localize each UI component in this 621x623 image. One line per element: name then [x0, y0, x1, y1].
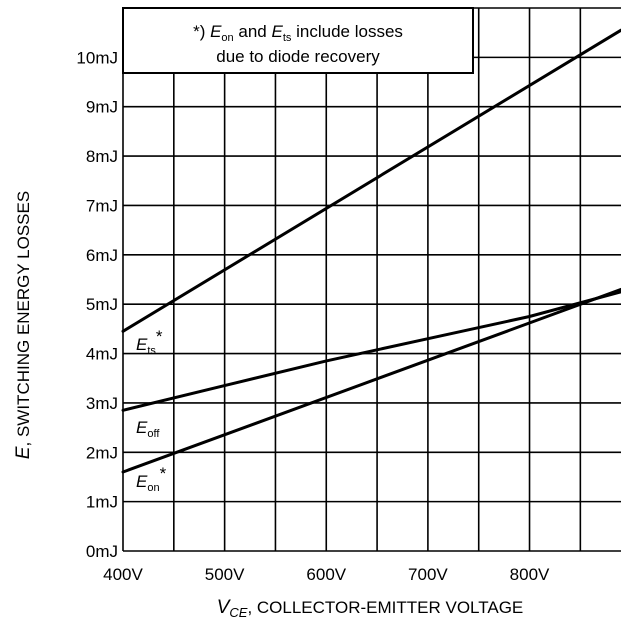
y-tick-label: 5mJ: [86, 295, 118, 314]
annotation-frame: [122, 7, 474, 74]
y-tick-label: 0mJ: [86, 542, 118, 561]
y-tick-label: 10mJ: [76, 48, 118, 67]
y-tick-label: 4mJ: [86, 345, 118, 364]
annotation-line-1: *) Eon and Ets include losses: [193, 22, 403, 44]
y-tick-label: 6mJ: [86, 246, 118, 265]
series-line-off: [121, 290, 621, 412]
y-tick-label: 1mJ: [86, 493, 118, 512]
annotation-box: *) Eon and Ets include losses due to dio…: [122, 7, 474, 74]
y-tick-label: 9mJ: [86, 98, 118, 117]
annotation-line-2: due to diode recovery: [216, 47, 380, 66]
plot-series: [121, 28, 621, 474]
y-tick-label: 3mJ: [86, 394, 118, 413]
x-axis-title: VCE, COLLECTOR-EMITTER VOLTAGE: [217, 597, 524, 620]
series-line-ts: [121, 28, 621, 333]
y-tick-label: 8mJ: [86, 147, 118, 166]
series-label-eoff: Eoff: [136, 418, 160, 440]
y-axis-title: E, SWITCHING ENERGY LOSSES: [13, 191, 34, 459]
series-label-eon: Eon*: [136, 464, 167, 494]
y-tick-label: 7mJ: [86, 196, 118, 215]
x-tick-label: 500V: [205, 565, 245, 584]
series-label-ets: Ets*: [136, 327, 163, 357]
x-tick-label: 400V: [103, 565, 143, 584]
x-tick-label: 700V: [408, 565, 448, 584]
series-line-on: [121, 287, 621, 474]
plot-grid: [122, 7, 621, 552]
x-tick-label: 800V: [510, 565, 550, 584]
y-tick-label: 2mJ: [86, 443, 118, 462]
tick-labels: 0mJ 1mJ 2mJ 3mJ 4mJ 5mJ 6mJ 7mJ 8mJ 9mJ 10mJ 400V 50…: [76, 48, 550, 584]
x-tick-label: 600V: [306, 565, 346, 584]
